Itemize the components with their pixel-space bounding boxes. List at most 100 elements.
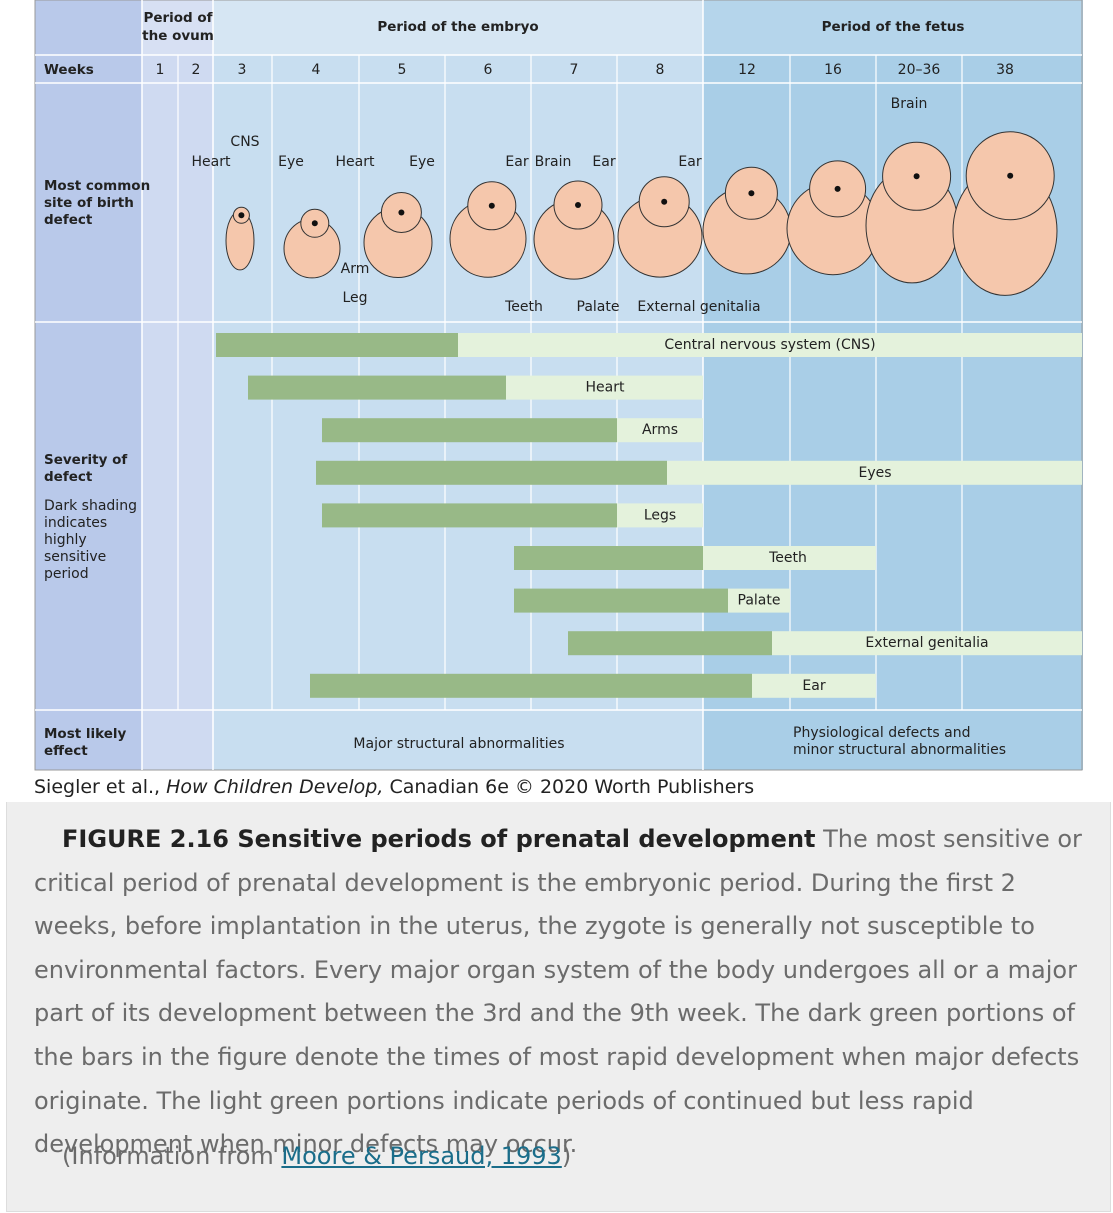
bar-label: Ear xyxy=(802,678,825,694)
site-label: Ear xyxy=(505,154,528,170)
bar-label: Teeth xyxy=(768,550,807,566)
embryo-eye xyxy=(311,220,318,227)
row-label: Most likely xyxy=(44,726,127,742)
embryo-eye xyxy=(913,173,920,180)
bar-dark xyxy=(514,588,728,613)
row-label: highly xyxy=(44,532,87,548)
bar-dark xyxy=(310,673,752,698)
site-label: Brain xyxy=(891,96,928,112)
row-label: period xyxy=(44,566,89,582)
effect-fetus: Physiological defects and xyxy=(793,725,971,741)
embryo-eye xyxy=(488,202,495,209)
bar-label: Legs xyxy=(644,507,676,523)
header-embryo xyxy=(213,0,703,55)
bar-label: Palate xyxy=(738,593,781,609)
bar-light xyxy=(617,418,703,443)
embryo-eye xyxy=(834,185,841,192)
bar-label: External genitalia xyxy=(865,635,988,651)
credit-book: How Children Develop, xyxy=(166,776,384,798)
week-label: 12 xyxy=(738,62,756,78)
row-label: defect xyxy=(44,469,93,485)
embryo-eye xyxy=(238,212,245,219)
site-label: Heart xyxy=(336,154,375,170)
week-label: 2 xyxy=(192,62,201,78)
site-label: Eye xyxy=(278,154,304,170)
bar-dark xyxy=(248,375,506,400)
bar-dark xyxy=(216,333,458,357)
ovum-period: the ovum xyxy=(142,28,214,44)
bar-label: Central nervous system (CNS) xyxy=(664,337,875,353)
week-label: 4 xyxy=(312,62,321,78)
week-label: 6 xyxy=(484,62,493,78)
week-label: 7 xyxy=(570,62,579,78)
site-label: Palate xyxy=(577,299,620,315)
site-label: Eye xyxy=(409,154,435,170)
caption: FIGURE 2.16 Sensitive periods of prenata… xyxy=(34,818,1084,1167)
site-label: External genitalia xyxy=(637,299,760,315)
source-link[interactable]: Moore & Persaud, 1993 xyxy=(281,1142,562,1170)
credit-authors: Siegler et al., xyxy=(34,776,167,798)
row-label: indicates xyxy=(44,515,107,531)
fetus-period: Period of the fetus xyxy=(822,19,965,35)
site-label: Brain xyxy=(535,154,572,170)
caption-text: The most sensitive or critical period of… xyxy=(34,825,1082,1159)
embryo-eye xyxy=(748,190,755,197)
bar-dark xyxy=(322,503,617,528)
site-label: Leg xyxy=(342,290,367,306)
caption-box: FIGURE 2.16 Sensitive periods of prenata… xyxy=(6,802,1111,1212)
week-label: 16 xyxy=(824,62,842,78)
ovum-period: Period of xyxy=(143,10,212,26)
site-label: Teeth xyxy=(504,299,543,315)
bar-light xyxy=(458,333,1082,357)
row-label: Dark shading xyxy=(44,498,137,514)
bar-light xyxy=(703,546,876,570)
week-label: 38 xyxy=(996,62,1014,78)
embryo-eye xyxy=(1007,172,1014,179)
row-label: site of birth xyxy=(44,195,134,211)
bar-dark xyxy=(514,546,703,570)
effect-fetus: minor structural abnormalities xyxy=(793,742,1006,758)
bar-dark xyxy=(568,631,772,656)
bar-label: Eyes xyxy=(858,465,891,481)
figure: Period of the ovum Period of the embryo Per… xyxy=(34,0,1083,771)
week-label: 20–36 xyxy=(898,62,941,78)
bar-label: Heart xyxy=(586,380,625,396)
site-label: CNS xyxy=(230,134,259,150)
bar-light xyxy=(617,503,703,528)
bar-light xyxy=(728,588,790,613)
embryo-eye xyxy=(661,198,668,205)
week-label: 3 xyxy=(238,62,247,78)
embryo-eye xyxy=(575,202,581,209)
bar-light xyxy=(667,460,1082,485)
week-label: 1 xyxy=(156,62,165,78)
caption-title: FIGURE 2.16 Sensitive periods of prenata… xyxy=(62,825,816,853)
embryo-period: Period of the embryo xyxy=(377,19,538,35)
credit-rest: Canadian 6e © 2020 Worth Publishers xyxy=(383,776,755,798)
bar-dark xyxy=(316,460,667,485)
bar-dark xyxy=(322,418,617,443)
site-label: Ear xyxy=(678,154,701,170)
credit: Siegler et al., How Children Develop, Ca… xyxy=(34,776,754,798)
site-label: Ear xyxy=(592,154,615,170)
frame xyxy=(34,0,1083,771)
source-prefix: (Information from xyxy=(62,1142,282,1170)
site-label: Heart xyxy=(192,154,231,170)
week-label: 8 xyxy=(656,62,665,78)
bar-label: Arms xyxy=(642,422,678,438)
source-suffix: ) xyxy=(561,1142,572,1170)
row-label: sensitive xyxy=(44,549,106,565)
embryo-eye xyxy=(398,209,405,216)
row-label: Severity of xyxy=(44,452,127,468)
row-label: Most common xyxy=(44,178,150,194)
bar-light xyxy=(752,673,876,698)
label-column xyxy=(35,0,142,770)
row-label: defect xyxy=(44,212,93,228)
effect-embryo: Major structural abnormalities xyxy=(353,736,564,752)
week-label: 5 xyxy=(398,62,407,78)
source: (Information from Moore & Persaud, 1993) xyxy=(62,1142,571,1170)
weeks-label: Weeks xyxy=(44,62,94,78)
bar-light xyxy=(506,375,703,400)
header-fetus xyxy=(703,0,1083,55)
bar-light xyxy=(772,631,1082,656)
header-ovum xyxy=(142,0,213,55)
